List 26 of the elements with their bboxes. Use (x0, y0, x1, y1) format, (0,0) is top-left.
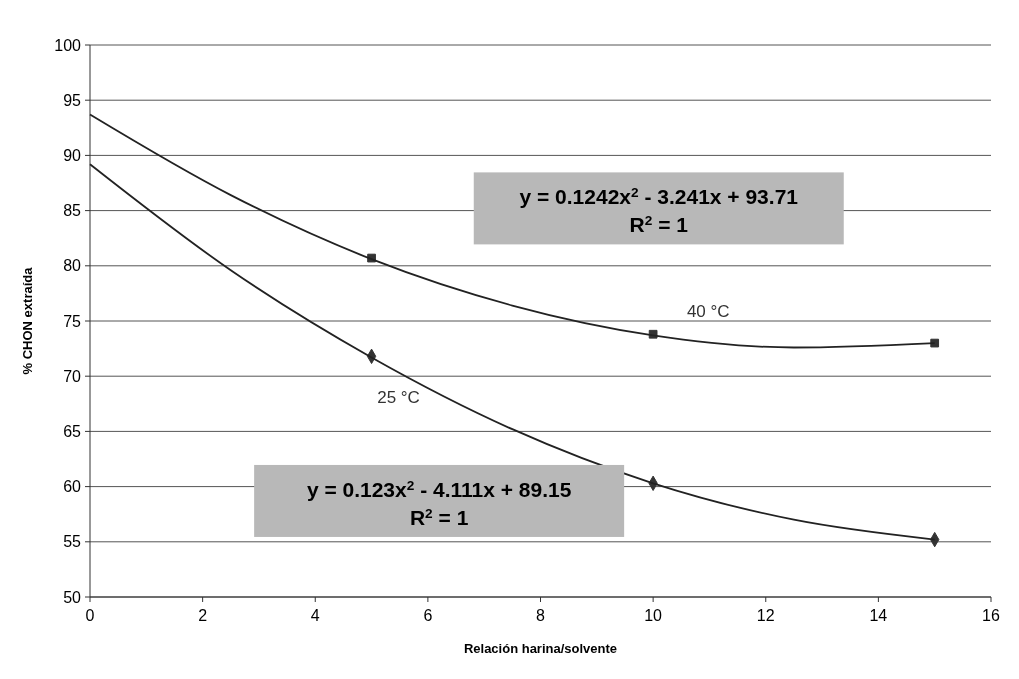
x-tick-label: 14 (869, 607, 888, 624)
annotation: y = 0.1242x$^{2}$ - 3.241x + 93.71 R$^{2}$ = 1 (519, 184, 799, 237)
y-tick-label: 70 (63, 367, 82, 385)
y-tick-label: 65 (63, 423, 82, 440)
x-tick-label: 4 (310, 607, 320, 624)
x-tick-label: 10 (644, 607, 663, 624)
x-tick-label: 16 (982, 607, 1000, 624)
x-tick-label: 8 (536, 607, 546, 624)
y-tick-label: 55 (63, 533, 82, 551)
x-tick-label: 12 (756, 607, 775, 624)
y-tick-label: 90 (63, 147, 82, 164)
x-tick-label: 6 (423, 607, 433, 624)
x-tick-label: 0 (85, 607, 95, 624)
y-tick-label: 60 (63, 478, 82, 496)
x-axis-title: Relación harina/solvente (463, 641, 618, 656)
y-tick-label: 75 (63, 312, 82, 330)
y-axis-title: % CHON extraída (20, 266, 35, 375)
y-tick-label: 95 (63, 91, 82, 109)
y-tick-label: 50 (63, 588, 82, 606)
series-label: 40 °C (686, 301, 730, 321)
series-label: 25 °C (377, 387, 420, 407)
y-tick-label: 80 (63, 257, 82, 275)
y-tick-label: 100 (54, 36, 82, 54)
annotation: y = 0.123x$^{2}$ - 4.111x + 89.15 R$^{2}$ = 1 (306, 477, 572, 529)
x-tick-label: 2 (198, 607, 208, 624)
y-tick-label: 85 (63, 202, 82, 220)
